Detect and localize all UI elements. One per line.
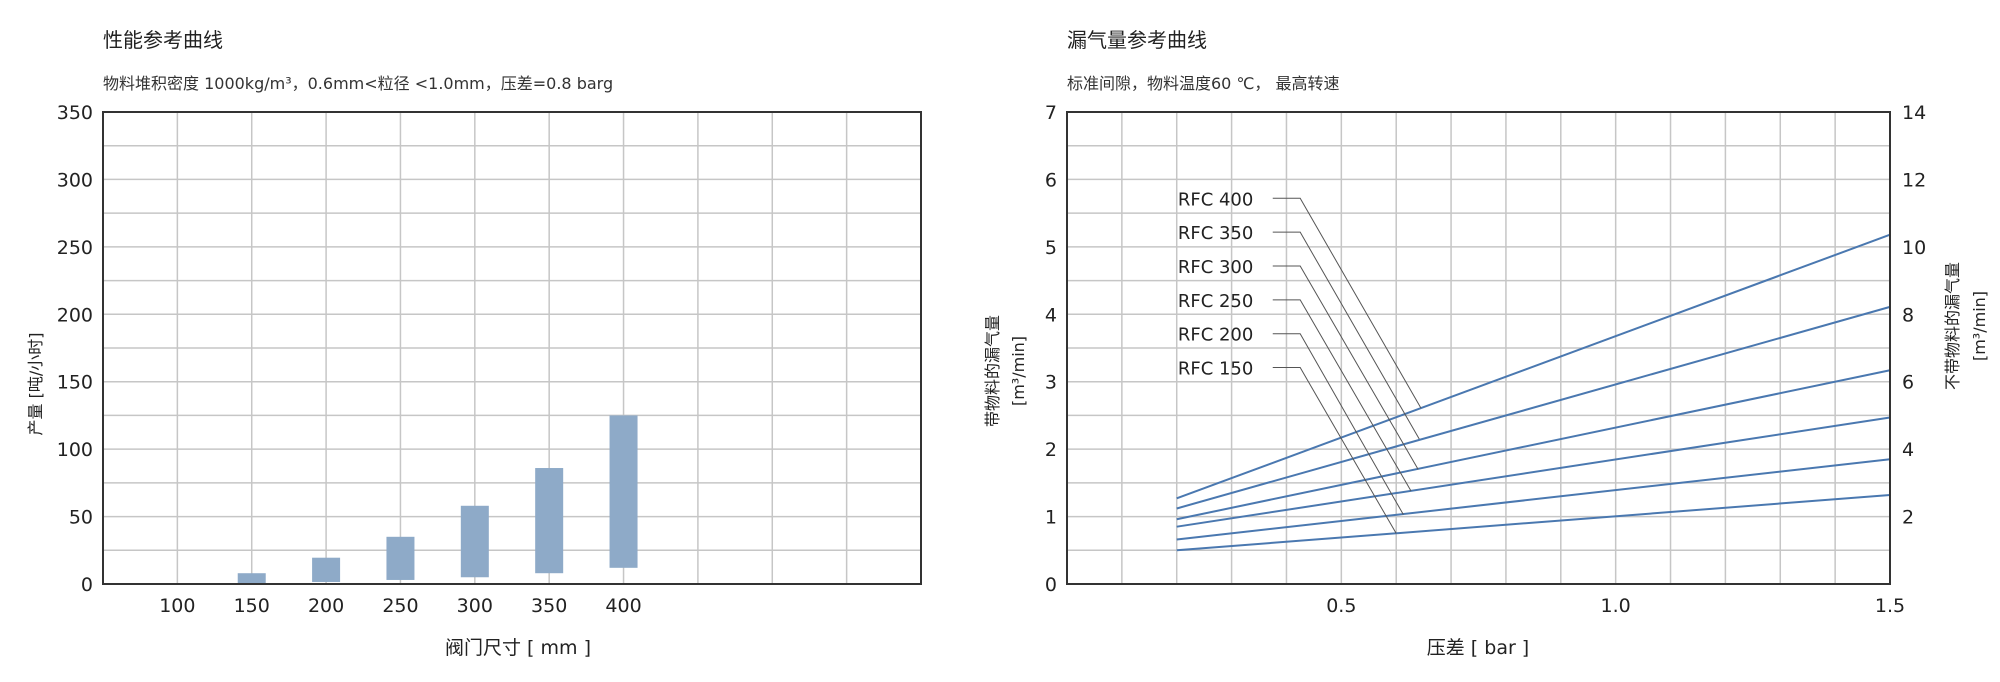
right-y-axis-label-line1: 不带物料的漏气量 xyxy=(1943,262,1962,390)
leader-line xyxy=(1272,265,1419,470)
y-axis-label-line2: [m³/min] xyxy=(1009,336,1028,406)
y-tick-label: 200 xyxy=(57,304,93,326)
y-tick-label: 5 xyxy=(1045,237,1057,259)
right-y-tick-label: 2 xyxy=(1902,507,1914,529)
right-y-tick-label: 10 xyxy=(1902,237,1926,259)
bar-300 xyxy=(460,505,489,578)
x-tick-label: 150 xyxy=(234,595,270,617)
bar-200 xyxy=(312,557,341,582)
right-y-axis-label-line2: [m³/min] xyxy=(1970,291,1989,361)
bar-250 xyxy=(386,536,415,580)
bar-350 xyxy=(535,468,564,574)
series-label: RFC 350 xyxy=(1178,223,1254,244)
y-tick-label: 300 xyxy=(57,169,93,191)
tick-labels: 100 150 200 250 300 350 400 0 50 100 150 200 250 300 3… xyxy=(57,102,642,617)
y-tick-label: 6 xyxy=(1045,169,1057,191)
leader-line xyxy=(1272,231,1420,440)
x-tick-label: 200 xyxy=(308,595,344,617)
right-y-tick-label: 4 xyxy=(1902,439,1914,461)
y-tick-label: 0 xyxy=(1045,574,1057,596)
x-tick-label: 1.5 xyxy=(1875,595,1905,617)
leakage-chart: 漏气量参考曲线 标准间隙，物料温度60 ℃， 最高转速 RFC 400 RFC 3… xyxy=(983,28,1989,659)
chart-title: 性能参考曲线 xyxy=(103,28,223,52)
y-tick-label: 250 xyxy=(57,237,93,259)
chart-subtitle: 物料堆积密度 1000kg/m³，0.6mm<粒径 <1.0mm，压差=0.8 … xyxy=(103,74,613,93)
right-y-tick-label: 14 xyxy=(1902,102,1926,124)
series-line-rfc-300 xyxy=(1176,369,1891,521)
series-line-rfc-150 xyxy=(1176,493,1891,552)
y-tick-label: 100 xyxy=(57,439,93,461)
y-tick-label: 0 xyxy=(81,574,93,596)
right-y-tick-label: 6 xyxy=(1902,372,1914,394)
y-tick-label: 150 xyxy=(57,372,93,394)
performance-chart: 性能参考曲线 物料堆积密度 1000kg/m³，0.6mm<粒径 <1.0mm，… xyxy=(26,28,922,659)
leader-line xyxy=(1272,333,1404,515)
chart-subtitle: 标准间隙，物料温度60 ℃， 最高转速 xyxy=(1067,74,1340,93)
x-tick-label: 1.0 xyxy=(1601,595,1631,617)
x-axis-label: 压差 [ bar ] xyxy=(1427,637,1529,659)
grid xyxy=(1067,112,1890,584)
right-y-tick-label: 12 xyxy=(1902,169,1926,191)
y-tick-label: 50 xyxy=(69,507,93,529)
series-label: RFC 200 xyxy=(1178,325,1254,346)
bars xyxy=(237,415,638,584)
right-y-tick-label: 8 xyxy=(1902,304,1914,326)
series-label: RFC 300 xyxy=(1178,257,1254,278)
leader-line xyxy=(1272,367,1397,534)
leader-line xyxy=(1272,197,1422,409)
x-tick-label: 250 xyxy=(382,595,418,617)
x-tick-label: 100 xyxy=(159,595,195,617)
plot-frame xyxy=(102,111,922,585)
series-lines: RFC 400 RFC 350 RFC 300 RFC 250 RFC 200 RFC 1… xyxy=(1176,189,1891,552)
plot-frame xyxy=(1066,111,1891,585)
y-tick-label: 350 xyxy=(57,102,93,124)
series-line-rfc-250 xyxy=(1176,416,1891,528)
series-line-rfc-350 xyxy=(1176,305,1891,510)
y-axis-label: 产量 [吨/小时] xyxy=(26,333,45,436)
x-tick-label: 300 xyxy=(457,595,493,617)
y-tick-label: 2 xyxy=(1045,439,1057,461)
series-line-rfc-200 xyxy=(1176,458,1891,541)
x-tick-label: 0.5 xyxy=(1326,595,1356,617)
series-label: RFC 150 xyxy=(1178,359,1254,380)
y-tick-label: 4 xyxy=(1045,304,1057,326)
series-label: RFC 400 xyxy=(1178,189,1254,210)
bar-150 xyxy=(237,573,266,584)
x-tick-label: 350 xyxy=(531,595,567,617)
leader-line xyxy=(1272,299,1412,492)
x-tick-label: 400 xyxy=(605,595,641,617)
grid xyxy=(103,112,921,584)
bar-400 xyxy=(609,415,638,568)
series-label: RFC 250 xyxy=(1178,291,1254,312)
y-axis-label-line1: 带物料的漏气量 xyxy=(983,315,1002,427)
y-tick-label: 7 xyxy=(1045,102,1057,124)
x-axis-label: 阀门尺寸 [ mm ] xyxy=(445,637,591,659)
series-line-rfc-400 xyxy=(1176,233,1891,500)
y-tick-label: 1 xyxy=(1045,507,1057,529)
y-tick-label: 3 xyxy=(1045,372,1057,394)
chart-title: 漏气量参考曲线 xyxy=(1067,28,1207,52)
